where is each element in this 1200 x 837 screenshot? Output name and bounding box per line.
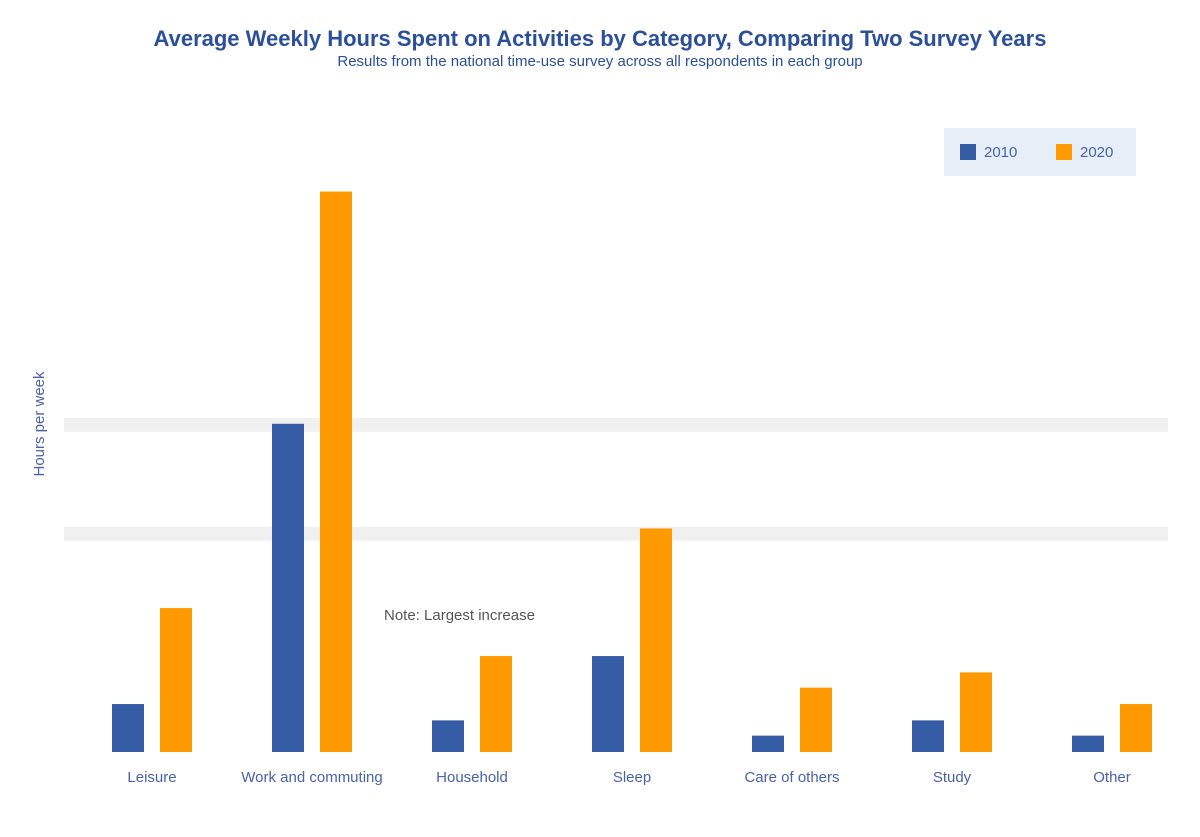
legend-swatch [1056, 144, 1072, 160]
legend-label: 2020 [1080, 144, 1113, 161]
x-tick-label: Care of others [744, 769, 839, 786]
bar [432, 720, 464, 752]
x-tick-label: Work and commuting [241, 769, 382, 786]
chart-subtitle: Results from the national time-use surve… [337, 53, 862, 70]
bar [640, 528, 672, 752]
legend-swatch [960, 144, 976, 160]
bar [752, 735, 784, 752]
bar [480, 656, 512, 752]
bar [912, 720, 944, 752]
annotation: Note: Largest increase [384, 607, 535, 624]
bar [592, 656, 624, 752]
x-tick-label: Leisure [127, 769, 176, 786]
bar [112, 704, 144, 752]
bar [320, 191, 352, 753]
bar [272, 423, 304, 752]
y-axis-label: Hours per week [31, 371, 48, 477]
bar [800, 687, 832, 752]
x-tick-label: Other [1093, 769, 1131, 786]
bar [1120, 704, 1152, 752]
x-tick-label: Sleep [613, 769, 651, 786]
chart-title: Average Weekly Hours Spent on Activities… [154, 26, 1047, 51]
x-tick-label: Household [436, 769, 508, 786]
legend-label: 2010 [984, 144, 1017, 161]
bar [160, 608, 192, 752]
x-tick-label: Study [933, 769, 972, 786]
bar [960, 672, 992, 752]
bar [1072, 735, 1104, 752]
